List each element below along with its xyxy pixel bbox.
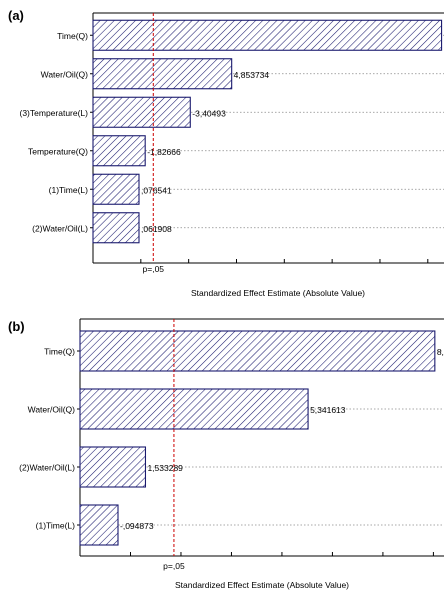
category-label: (2)Water/Oil(L) bbox=[32, 223, 88, 233]
category-label: (3)Temperature(L) bbox=[20, 108, 89, 118]
x-axis-title: Standardized Effect Estimate (Absolute V… bbox=[191, 288, 365, 298]
significance-label: p=,05 bbox=[163, 561, 185, 571]
category-label: Water/Oil(Q) bbox=[41, 69, 89, 79]
category-label: (1)Time(L) bbox=[36, 521, 76, 531]
bar bbox=[92, 173, 140, 205]
bar-value-label: -,094873 bbox=[120, 521, 154, 531]
bar bbox=[79, 388, 309, 430]
category-label: (2)Water/Oil(L) bbox=[19, 463, 75, 473]
category-label: Water/Oil(Q) bbox=[28, 405, 76, 415]
bar-value-label: 5,341613 bbox=[310, 405, 346, 415]
significance-label: p=,05 bbox=[143, 264, 165, 274]
bar bbox=[92, 96, 191, 128]
bar-value-label: 1,533289 bbox=[147, 463, 183, 473]
bar bbox=[79, 504, 119, 546]
bar-value-label: -1,82666 bbox=[147, 147, 181, 157]
bar bbox=[92, 19, 443, 51]
panel-label: (b) bbox=[8, 319, 25, 334]
bar-value-label: -3,40493 bbox=[192, 108, 226, 118]
bar bbox=[92, 58, 233, 90]
x-axis-title: Standardized Effect Estimate (Absolute V… bbox=[175, 580, 349, 590]
bar bbox=[92, 212, 140, 244]
bar-value-label: ,076541 bbox=[141, 185, 172, 195]
bar-value-label: 8,310783 bbox=[437, 347, 444, 357]
chart-panel-a: (a)12,20Time(Q)4,853734Water/Oil(Q)-3,40… bbox=[8, 8, 444, 298]
bar bbox=[79, 330, 436, 372]
category-label: Temperature(Q) bbox=[28, 146, 88, 156]
bar-value-label: ,061908 bbox=[141, 224, 172, 234]
bar-value-label: 4,853734 bbox=[234, 70, 270, 80]
category-label: Time(Q) bbox=[57, 31, 88, 41]
panel-label: (a) bbox=[8, 8, 24, 23]
bar bbox=[79, 446, 147, 488]
bar bbox=[92, 135, 146, 167]
chart-panel-b: (b) 8,310783 Time(Q) 5,341613 Water/Oil(Q) 1,… bbox=[8, 318, 444, 590]
category-label: (1)Time(L) bbox=[49, 185, 89, 195]
category-label: Time(Q) bbox=[44, 347, 75, 357]
